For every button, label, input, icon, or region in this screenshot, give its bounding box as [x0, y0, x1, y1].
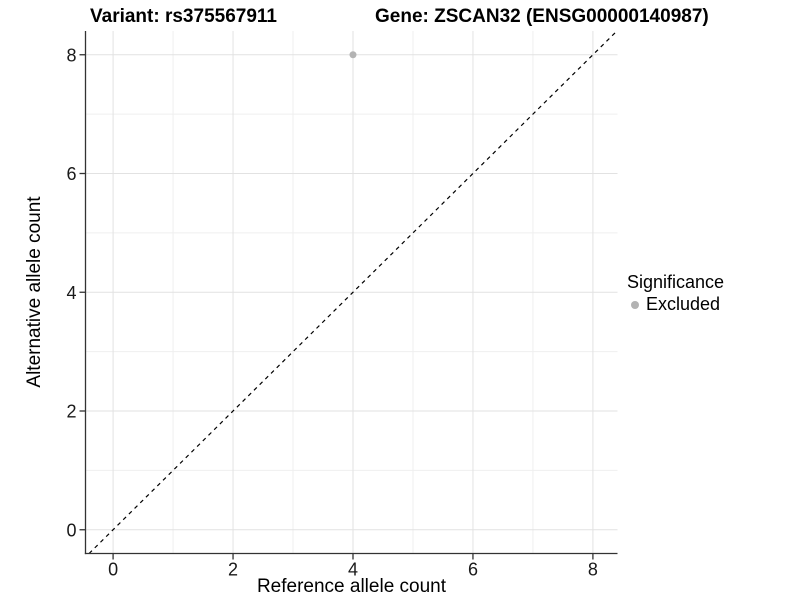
plot-title-gene: Gene: ZSCAN32 (ENSG00000140987) — [375, 6, 709, 27]
legend: Significance Excluded — [627, 272, 724, 315]
x-axis-label: Reference allele count — [256, 576, 447, 597]
x-tick-label: 4 — [348, 560, 358, 580]
legend-item-label: Excluded — [646, 294, 721, 314]
y-axis-label: Alternative allele count — [24, 196, 45, 388]
x-tick-label: 8 — [588, 560, 598, 580]
x-tick-label: 6 — [468, 560, 478, 580]
y-tick-label: 4 — [66, 283, 76, 303]
x-tick-label: 2 — [228, 560, 238, 580]
x-tick-label: 0 — [108, 560, 118, 580]
legend-marker-circle-icon — [631, 300, 639, 309]
y-tick-label: 0 — [66, 520, 76, 540]
y-tick-label: 8 — [66, 45, 76, 65]
y-tick-label: 6 — [66, 164, 76, 184]
y-tick-label: 2 — [66, 402, 76, 422]
legend-item-excluded: Excluded — [631, 294, 724, 315]
data-point — [349, 51, 357, 59]
legend-title: Significance — [627, 272, 725, 292]
plot-title-variant: Variant: rs375567911 — [90, 6, 277, 27]
identity-reference-line — [88, 30, 618, 554]
